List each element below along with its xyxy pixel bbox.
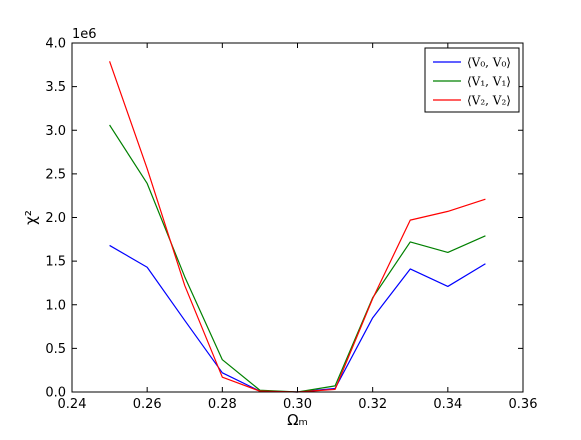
series-line-0: [109, 244, 486, 393]
y-axis-label: χ²: [22, 210, 40, 225]
y-tick-label: 0.0: [45, 386, 66, 401]
x-tick-label: 0.30: [283, 397, 312, 412]
y-tick-label: 3.5: [45, 80, 66, 95]
legend-box: [424, 47, 520, 113]
x-tick-label: 0.32: [358, 397, 387, 412]
legend-label-1: ⟨V₁, V₁⟩: [467, 75, 511, 89]
x-tick-label: 0.24: [58, 397, 87, 412]
y-axis-offset-text: 1e6: [72, 27, 97, 42]
legend-label-0: ⟨V₀, V₀⟩: [467, 56, 511, 70]
series-line-1: [109, 124, 486, 393]
y-tick-label: 4.0: [45, 37, 66, 52]
x-tick-label: 0.36: [509, 397, 538, 412]
y-tick-label: 0.5: [45, 342, 66, 357]
x-tick-label: 0.26: [133, 397, 162, 412]
x-axis: 0.24 0.26 0.28 0.30 0.32 0.34 0.36: [58, 43, 538, 412]
y-tick-label: 2.0: [45, 211, 66, 226]
legend-label-2: ⟨V₂, V₂⟩: [467, 94, 511, 108]
y-tick-label: 1.0: [45, 298, 66, 313]
y-tick-label: 2.5: [45, 167, 66, 182]
y-tick-label: 3.0: [45, 124, 66, 139]
x-tick-label: 0.28: [208, 397, 237, 412]
legend: ⟨V₀, V₀⟩ ⟨V₁, V₁⟩ ⟨V₂, V₂⟩: [424, 47, 520, 113]
x-axis-label: Ωₘ: [287, 411, 308, 429]
x-tick-label: 0.34: [433, 397, 462, 412]
y-axis: 0.0 0.5 1.0 1.5 2.0 2.5 3.0 3.5 4.0: [45, 37, 523, 401]
y-tick-label: 1.5: [45, 255, 66, 270]
